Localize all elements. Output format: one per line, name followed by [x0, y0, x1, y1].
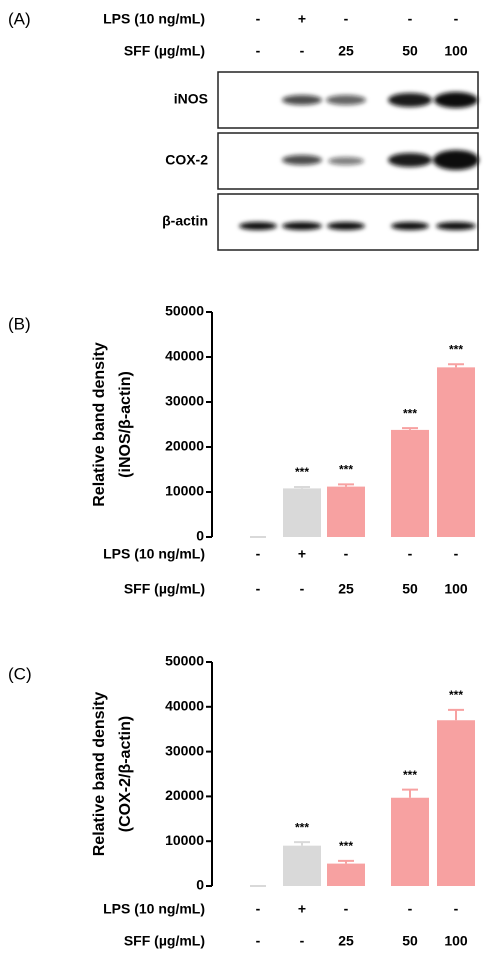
treatment-level: -	[300, 581, 305, 597]
significance: ***	[295, 465, 309, 479]
treatment-level: 100	[444, 581, 468, 597]
error-bar	[448, 364, 464, 367]
significance: ***	[295, 820, 309, 834]
treatment-level: -	[256, 933, 261, 949]
error-bar	[338, 484, 354, 486]
treatment-level: +	[298, 546, 306, 562]
bar	[391, 798, 429, 886]
y-tick-label: 40000	[165, 348, 204, 364]
treatment-level: 25	[338, 581, 354, 597]
error-bar	[448, 710, 464, 720]
error-bar	[338, 861, 354, 864]
treatment-level: -	[454, 11, 459, 27]
treatment-level: 50	[402, 581, 418, 597]
treatment-level: 100	[444, 933, 468, 949]
treatment-level: 50	[402, 43, 418, 59]
y-tick-label: 20000	[165, 787, 204, 803]
y-tick-label: 0	[196, 528, 204, 544]
treatment-level: -	[454, 546, 459, 562]
y-tick-label: 20000	[165, 438, 204, 454]
y-tick-label: 10000	[165, 832, 204, 848]
treatment-level: -	[256, 581, 261, 597]
y-tick-label: 50000	[165, 303, 204, 319]
significance: ***	[339, 463, 353, 477]
significance: ***	[449, 688, 463, 702]
bar	[283, 488, 321, 537]
panel-label: (C)	[8, 664, 32, 683]
error-bar	[402, 790, 418, 798]
treatment-level: -	[256, 901, 261, 917]
treatment-name: SFF (µg/mL)	[124, 581, 205, 597]
treatment-level: -	[256, 11, 261, 27]
band-label: COX-2	[165, 152, 208, 168]
y-axis-label: (iNOS/β-actin)	[117, 371, 134, 478]
treatment-level: 50	[402, 933, 418, 949]
treatment-level: -	[256, 43, 261, 59]
treatment-level: 25	[338, 933, 354, 949]
y-tick-label: 40000	[165, 698, 204, 714]
y-tick-label: 0	[196, 877, 204, 893]
error-bar	[294, 487, 310, 488]
treatment-level: 25	[338, 43, 354, 59]
y-tick-label: 50000	[165, 653, 204, 669]
treatment-level: -	[344, 546, 349, 562]
treatment-level: -	[300, 933, 305, 949]
treatment-level: +	[298, 901, 306, 917]
band-label: β-actin	[162, 213, 208, 229]
significance: ***	[403, 768, 417, 782]
y-tick-label: 10000	[165, 483, 204, 499]
bar	[391, 430, 429, 537]
treatment-level: -	[256, 546, 261, 562]
treatment-level: -	[408, 546, 413, 562]
panel-label: (A)	[8, 9, 31, 28]
treatment-level: -	[408, 901, 413, 917]
error-bar	[402, 428, 418, 430]
treatment-name: LPS (10 ng/mL)	[103, 546, 205, 562]
treatment-level: -	[454, 901, 459, 917]
y-tick-label: 30000	[165, 393, 204, 409]
treatment-level: 100	[444, 43, 468, 59]
y-axis-label: Relative band density	[91, 692, 108, 857]
bar	[437, 720, 475, 886]
panel-label: (B)	[8, 314, 31, 333]
band-label: iNOS	[174, 91, 208, 107]
treatment-level: +	[298, 11, 306, 27]
treatment-name: LPS (10 ng/mL)	[103, 901, 205, 917]
treatment-level: -	[300, 43, 305, 59]
treatment-name: SFF (µg/mL)	[124, 933, 205, 949]
treatment-name: SFF (µg/mL)	[124, 43, 205, 59]
figure: (A) LPS (10 ng/mL) - + - - - SFF (µg/mL) - - 25 50…	[0, 0, 488, 956]
error-bar	[294, 842, 310, 846]
treatment-level: -	[344, 901, 349, 917]
bar	[437, 367, 475, 537]
y-tick-label: 30000	[165, 742, 204, 758]
treatment-level: -	[408, 11, 413, 27]
treatment-level: -	[344, 11, 349, 27]
bar	[283, 846, 321, 886]
treatment-name: LPS (10 ng/mL)	[103, 11, 205, 27]
y-axis-label: Relative band density	[91, 342, 108, 507]
significance: ***	[403, 406, 417, 420]
significance: ***	[449, 342, 463, 356]
bar	[327, 864, 365, 886]
y-axis-label: (COX-2/β-actin)	[117, 716, 134, 832]
bar	[327, 487, 365, 537]
significance: ***	[339, 839, 353, 853]
